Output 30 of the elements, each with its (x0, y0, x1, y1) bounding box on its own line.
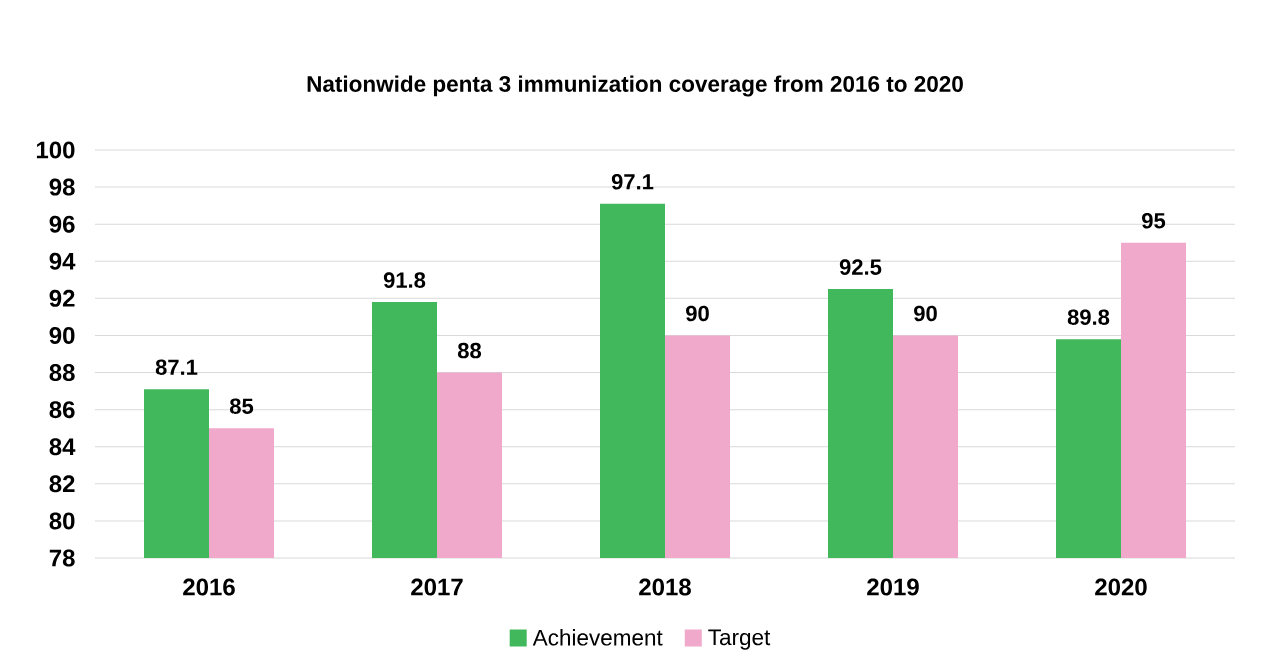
x-tick-label: 2019 (867, 578, 919, 596)
legend-label: Target (708, 629, 771, 650)
y-tick-label: 88 (49, 364, 75, 382)
x-tick-label: 2020 (1095, 578, 1147, 596)
y-tick-label: 84 (49, 438, 76, 456)
data-label: 90 (914, 305, 937, 322)
data-label: 89.8 (1067, 309, 1110, 325)
data-label: 92.5 (839, 259, 882, 275)
x-tick-label: 2017 (411, 578, 463, 596)
y-tick-label: 94 (49, 252, 76, 270)
y-tick-label: 86 (49, 401, 75, 419)
data-label: 87.1 (155, 359, 198, 376)
data-label: 95 (1142, 212, 1166, 229)
data-label: 85 (229, 398, 254, 414)
data-label: 97.1 (611, 174, 654, 190)
data-label: 88 (457, 342, 482, 359)
chart-title: Nationwide penta 3 immunization coverage from 2016 to 2020 (307, 75, 963, 97)
y-tick-label: 92 (49, 289, 75, 307)
data-label: 90 (686, 305, 709, 322)
y-tick-label: 98 (49, 178, 75, 196)
x-tick-label: 2016 (183, 578, 235, 596)
y-tick-label: 82 (49, 475, 75, 493)
y-tick-label: 78 (49, 549, 75, 567)
x-tick-label: 2018 (639, 578, 691, 596)
y-tick-label: 96 (49, 215, 75, 233)
y-tick-label: 100 (36, 141, 75, 159)
y-tick-label: 80 (49, 512, 75, 530)
data-label: 91.8 (383, 272, 426, 288)
legend-label: Achievement (532, 629, 663, 646)
y-tick-label: 90 (49, 326, 75, 344)
